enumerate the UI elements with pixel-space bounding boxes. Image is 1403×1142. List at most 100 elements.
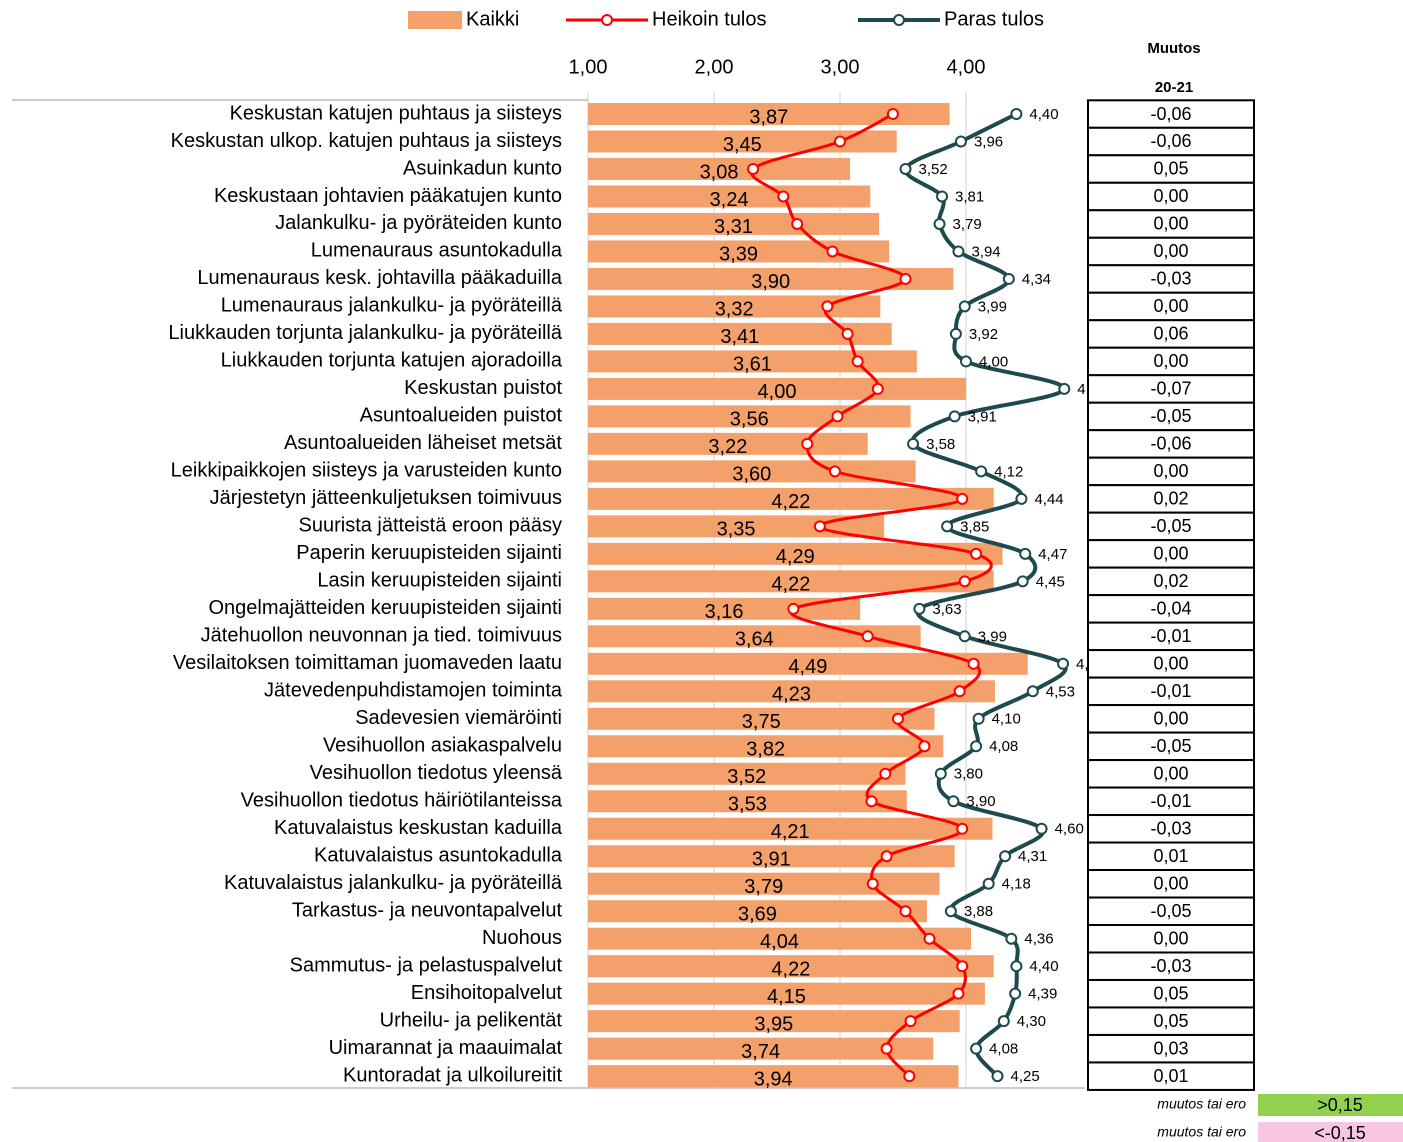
category-label: Paperin keruupisteiden sijainti — [296, 542, 562, 564]
bar — [588, 872, 940, 895]
marker — [934, 767, 947, 780]
table-cell — [1087, 649, 1255, 679]
category-label: Asuntoalueiden puistot — [360, 405, 563, 427]
marker — [923, 932, 936, 945]
category-label: Urheilu- ja pelikentät — [380, 1009, 563, 1031]
bar-value-label: 4,22 — [771, 574, 810, 596]
point-value-label: 4,08 — [989, 1041, 1018, 1058]
marker — [958, 300, 971, 313]
bar — [588, 955, 994, 978]
table-value: 0,00 — [1153, 764, 1188, 784]
bar-value-label: 3,24 — [710, 189, 749, 211]
marker — [826, 245, 839, 258]
marker — [813, 520, 826, 533]
bar — [588, 707, 935, 730]
table-value: -0,05 — [1150, 406, 1191, 426]
bar — [588, 735, 944, 758]
table-cell — [1087, 841, 1255, 872]
table-value: -0,05 — [1150, 516, 1191, 536]
category-label: Kuntoradat ja ulkoilureitit — [343, 1064, 562, 1086]
marker — [1019, 547, 1032, 560]
table-value: -0,05 — [1150, 901, 1191, 921]
table-value: 0,00 — [1153, 709, 1188, 729]
point-value-label: 3,96 — [974, 133, 1003, 150]
bar — [588, 487, 994, 510]
point-value-label: 3,58 — [926, 436, 955, 453]
point-value-label: 3,99 — [978, 628, 1007, 645]
bar-value-label: 4,04 — [760, 931, 799, 953]
table-value: -0,03 — [1150, 818, 1191, 838]
point-value-label: 3,91 — [968, 408, 997, 425]
table-value: 0,05 — [1153, 983, 1188, 1003]
table-value: 0,00 — [1153, 351, 1188, 371]
point-value-label: 3,80 — [954, 766, 983, 783]
bar-value-label: 4,22 — [771, 491, 810, 513]
note-label: muutos tai ero — [1157, 1096, 1246, 1112]
marker — [972, 712, 985, 725]
bar-value-label: 3,90 — [751, 271, 790, 293]
marker — [947, 795, 960, 808]
table-value: -0,06 — [1150, 131, 1191, 151]
table-cell — [1087, 594, 1255, 624]
bar-value-label: 3,53 — [728, 794, 767, 816]
table-cell — [1087, 978, 1255, 1009]
bar-value-label: 3,79 — [744, 876, 783, 898]
marker — [907, 437, 920, 450]
marker — [997, 1015, 1010, 1028]
bar — [588, 157, 851, 180]
table-cell — [1087, 539, 1255, 569]
table-cell — [1087, 1033, 1255, 1064]
point-value-label: 3,52 — [919, 161, 948, 178]
marker — [880, 1042, 893, 1055]
marker — [831, 410, 844, 423]
point-value-label: 4,31 — [1018, 848, 1047, 865]
point-value-label: 4,18 — [1002, 876, 1031, 893]
bar — [588, 762, 906, 785]
bar-value-label: 3,31 — [714, 216, 753, 238]
bar — [588, 212, 880, 235]
table-value: 0,05 — [1153, 159, 1188, 179]
bar-value-label: 4,22 — [771, 958, 810, 980]
table-value: -0,06 — [1150, 434, 1191, 454]
table-value: 0,00 — [1153, 544, 1188, 564]
table-cell — [1087, 126, 1255, 157]
marker — [958, 575, 971, 588]
table-value: 0,01 — [1153, 1066, 1188, 1086]
marker — [865, 795, 878, 808]
marker — [841, 327, 854, 340]
point-value-label: 4,40 — [1029, 958, 1058, 975]
marker — [1015, 492, 1028, 505]
bar-value-label: 3,45 — [723, 134, 762, 156]
x-tick-label: 3,00 — [821, 56, 860, 78]
bar-value-label: 3,94 — [754, 1068, 793, 1090]
bar-value-label: 3,69 — [738, 903, 777, 925]
category-label: Nuohous — [482, 927, 562, 949]
legend-label: Paras tulos — [944, 8, 1044, 30]
category-label: Suurista jätteistä eroon pääsy — [299, 515, 563, 537]
bar — [588, 652, 1028, 675]
marker — [936, 190, 949, 203]
table-cell — [1087, 401, 1255, 432]
bar — [588, 845, 955, 868]
bar — [588, 817, 993, 840]
marker — [903, 1070, 916, 1083]
bar-value-label: 3,39 — [719, 244, 758, 266]
category-label: Lasin keruupisteiden sijainti — [317, 570, 562, 592]
point-value-label: 4,12 — [994, 463, 1023, 480]
marker — [982, 877, 995, 890]
table-value: 0,03 — [1153, 1038, 1188, 1058]
point-value-label: 4,45 — [1036, 573, 1065, 590]
marker — [944, 905, 957, 918]
marker — [952, 987, 965, 1000]
x-tick-label: 4,00 — [947, 56, 986, 78]
category-label: Vesihuollon tiedotus häiriötilanteissa — [241, 790, 563, 812]
table-value: 0,02 — [1153, 571, 1188, 591]
category-label: Lumenauraus kesk. johtavilla pääkaduilla — [197, 267, 563, 289]
marker — [1010, 108, 1023, 120]
category-label: Keskustan ulkop. katujen puhtaus ja siis… — [171, 130, 562, 152]
table-value: 0,00 — [1153, 654, 1188, 674]
category-label: Keskustaan johtavien pääkatujen kunto — [214, 185, 562, 207]
category-label: Sammutus- ja pelastuspalvelut — [290, 954, 563, 976]
bar — [588, 350, 917, 373]
marker — [891, 712, 904, 725]
